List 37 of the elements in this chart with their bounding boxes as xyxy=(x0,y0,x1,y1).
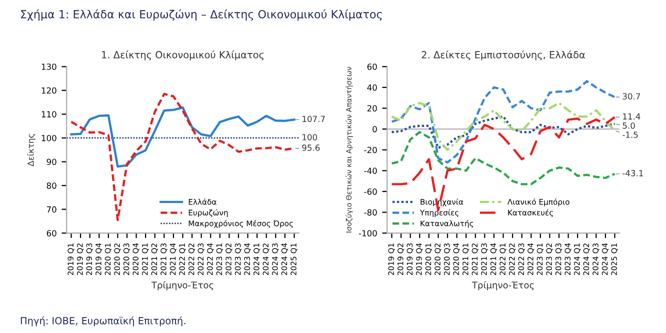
data-label: 107.7 xyxy=(302,116,325,122)
y-tick-label: 120 xyxy=(42,87,56,94)
line-series xyxy=(390,131,616,186)
y-tick-label: -60 xyxy=(364,188,377,195)
y-tick-label: 80 xyxy=(46,182,56,189)
y-tick-label: -40 xyxy=(364,168,377,174)
data-label: 30.7 xyxy=(622,93,640,100)
y-tick-label: 40 xyxy=(367,84,377,91)
text: Σχήμα 1: Ελλάδα και Ευρωζώνη – Δείκτης Οικονομικού Κλίματος xyxy=(21,9,382,21)
y-tick-label: 60 xyxy=(46,230,56,236)
line-series xyxy=(390,102,616,151)
x-axis-title: Τρίμηνο-Έτος xyxy=(151,281,214,290)
annotation: 100 xyxy=(302,134,317,140)
line-series xyxy=(390,80,616,164)
data-label: 11.4 xyxy=(623,113,640,120)
y-tick-label: 60 xyxy=(367,64,377,70)
y-tick-label: 20 xyxy=(367,105,377,112)
x-axis-title: Τρίμηνο-Έτος xyxy=(472,281,534,290)
line-series xyxy=(70,106,296,168)
data-label: 95.6 xyxy=(302,144,320,151)
y-tick-label: 130 xyxy=(42,64,56,70)
chart-title: 1. Δείκτης Οικονομικού Κλίματος xyxy=(102,50,264,60)
y-axis-title: Δείκτης xyxy=(27,134,36,166)
y-tick-label: -20 xyxy=(364,146,377,154)
data-label: -1.5 xyxy=(622,132,638,138)
y-tick-label: -100 xyxy=(358,230,377,236)
y-tick-label: 110 xyxy=(42,111,56,118)
y-tick-label: -80 xyxy=(364,209,377,216)
y-tick-label: 70 xyxy=(46,206,56,213)
chart-title: 2. Δείκτες Εμπιστοσύνης, Ελλάδα xyxy=(422,50,585,60)
y-tick-label: 0 xyxy=(372,126,377,132)
y-tick-label: 100 xyxy=(42,134,56,142)
data-label: -43.1 xyxy=(622,170,643,176)
data-label: 5.0 xyxy=(622,122,635,129)
y-tick-label: 90 xyxy=(46,158,56,166)
text: Πηγή: ΙΟΒΕ, Ευρωπαϊκή Επιτροπή. xyxy=(20,316,186,326)
line-series xyxy=(390,115,616,149)
